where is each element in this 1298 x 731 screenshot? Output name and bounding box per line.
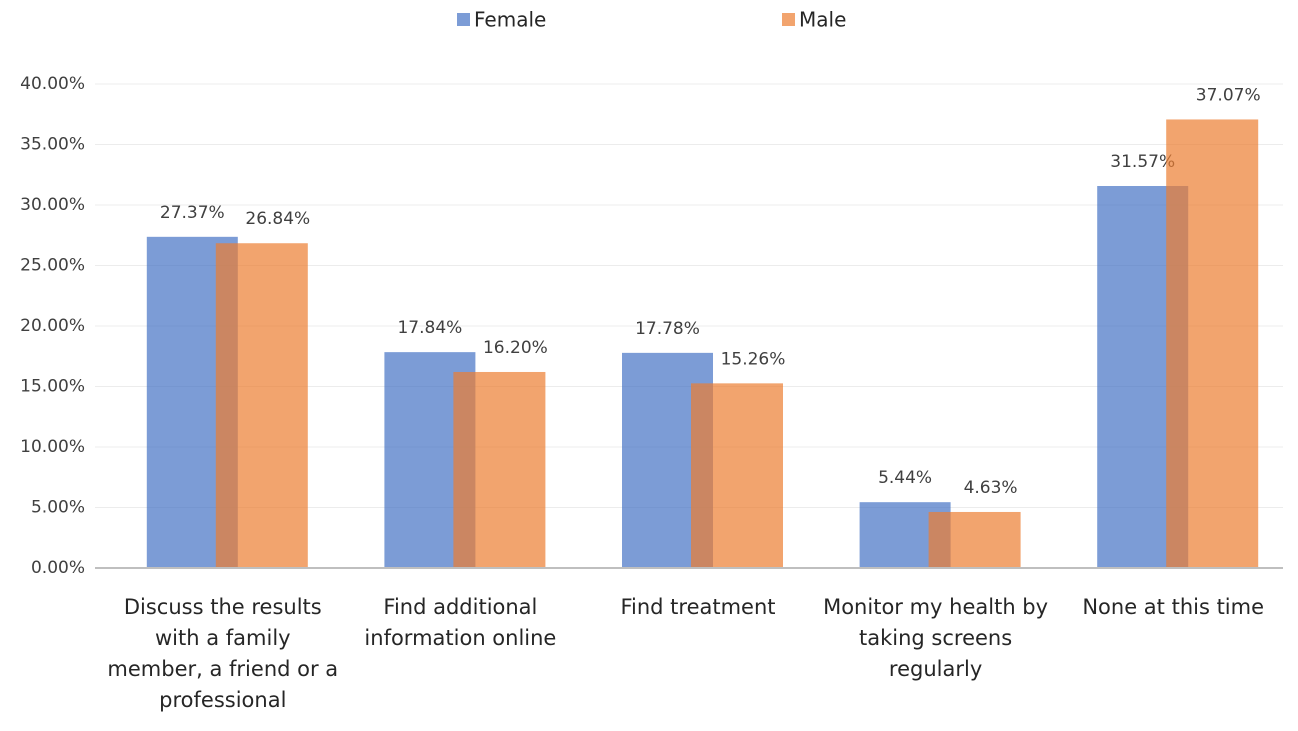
x-tick-label: Discuss the results with a family member… [107,595,339,712]
legend-swatch [457,13,470,26]
y-tick-label: 5.00% [31,498,85,518]
data-label: 16.20% [483,338,548,358]
x-tick-label: Find treatment [620,595,776,619]
data-label: 17.78% [635,319,700,339]
data-label: 17.84% [397,318,462,338]
data-label: 5.44% [878,468,932,488]
bar [1166,119,1259,568]
data-label: 27.37% [160,203,225,223]
legend-label: Male [799,8,846,32]
y-tick-label: 30.00% [20,195,85,215]
legend-swatch [782,13,795,26]
x-tick-label: Monitor my health by taking screens regu… [823,595,1049,681]
legend-label: Female [474,8,546,32]
data-label: 4.63% [964,478,1018,498]
bar [928,511,1021,568]
y-tick-label: 20.00% [20,316,85,336]
bar [691,383,783,568]
data-label: 31.57% [1110,152,1175,172]
y-tick-label: 0.00% [31,558,85,578]
y-tick-label: 40.00% [20,74,85,94]
data-label: 15.26% [721,349,786,369]
data-label: 37.07% [1196,85,1261,105]
data-label: 26.84% [245,209,310,229]
y-tick-label: 10.00% [20,437,85,457]
x-tick-label: Find additional information online [364,595,557,650]
bar [215,243,308,568]
x-tick-label: None at this time [1082,595,1265,619]
y-tick-label: 25.00% [20,256,85,276]
y-tick-label: 15.00% [20,377,85,397]
bar [453,371,546,568]
y-tick-label: 35.00% [20,135,85,155]
